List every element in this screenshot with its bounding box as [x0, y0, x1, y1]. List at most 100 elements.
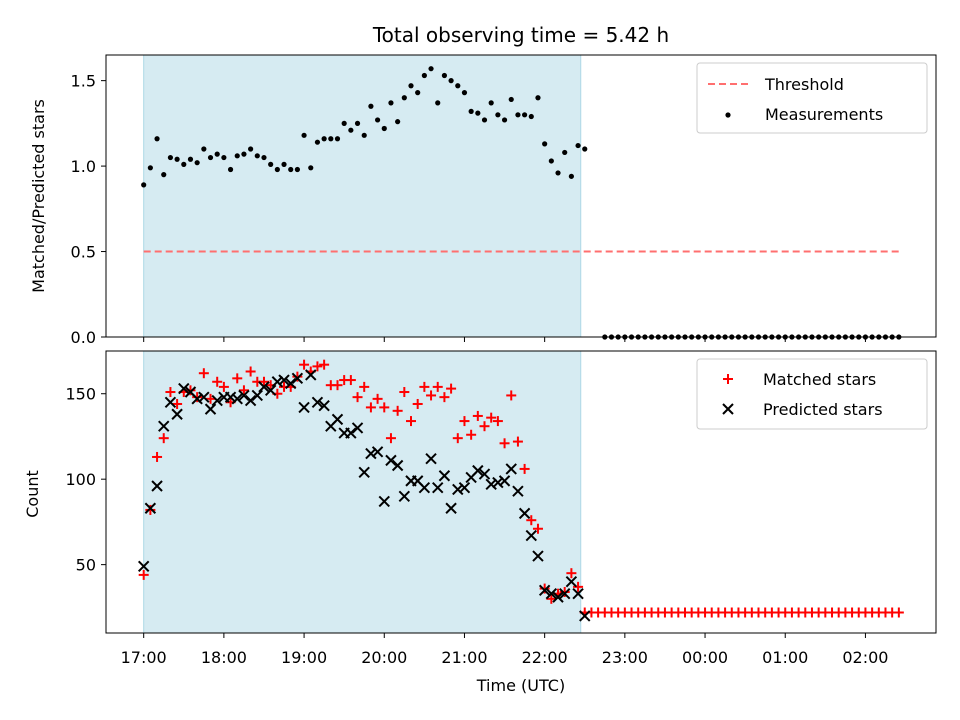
- top-panel: 0.0 0.5 1.0 1.5 Matched/Predicted stars Thr…: [29, 54, 937, 347]
- predicted-point: [244, 394, 257, 407]
- predicted-point-b: [198, 391, 210, 403]
- predicted-point: [472, 464, 484, 477]
- predicted-point-b: [545, 587, 558, 600]
- predicted-point: [191, 393, 203, 405]
- measurement-point: [207, 154, 214, 161]
- measurement-point: [201, 146, 207, 152]
- predicted-point: [351, 422, 364, 434]
- matched-point: [499, 438, 510, 449]
- predicted-point: [458, 482, 471, 494]
- measurement-point: [248, 146, 254, 152]
- predicted-point: [178, 382, 190, 395]
- bottom-y-tick-label: 50: [76, 556, 96, 575]
- predicted-point-b: [258, 381, 270, 393]
- predicted-point: [452, 483, 464, 496]
- x-axis-label: Time (UTC): [476, 676, 565, 695]
- predicted-point: [505, 463, 517, 475]
- matched-point: [573, 581, 584, 592]
- predicted-point-b: [184, 386, 197, 398]
- predicted-point-b: [137, 560, 150, 573]
- legend-predicted-glyph-b: [722, 403, 734, 415]
- matched-point: [492, 416, 503, 427]
- matched-point: [145, 504, 156, 515]
- top-y-tick-label: 0.5: [71, 243, 96, 262]
- measurement-point: [187, 156, 194, 162]
- measurement-point: [261, 154, 267, 161]
- predicted-point: [331, 413, 344, 426]
- measurement-point: [341, 120, 347, 126]
- matched-point: [245, 366, 256, 377]
- predicted-point: [251, 389, 264, 402]
- predicted-point: [378, 495, 390, 508]
- predicted-point-b: [178, 382, 190, 395]
- legend-matched-marker: [723, 374, 733, 384]
- top-axes-frame: [105, 54, 937, 338]
- predicted-point-b: [211, 394, 223, 407]
- predicted-point-b: [505, 463, 517, 475]
- predicted-point: [258, 381, 270, 393]
- matched-point: [479, 421, 490, 432]
- measurement-point: [501, 117, 508, 123]
- measurement-point: [435, 100, 441, 106]
- predicted-point-b: [144, 502, 157, 514]
- predicted-point: [498, 475, 511, 487]
- measurement-point: [241, 151, 247, 157]
- predicted-point-b: [452, 483, 464, 496]
- measurement-point: [575, 142, 581, 149]
- measurement-point: [308, 165, 314, 171]
- matched-point: [459, 416, 470, 427]
- predicted-point: [278, 374, 290, 386]
- bottom-y-tick-label: 150: [65, 385, 96, 404]
- predicted-point: [211, 394, 223, 407]
- measurement-point: [415, 90, 421, 96]
- predicted-point-b: [518, 507, 531, 520]
- matched-point: [439, 392, 450, 403]
- bottom-x-tick-label: 01:00: [762, 648, 808, 667]
- predicted-point: [438, 470, 451, 482]
- measurement-point: [515, 112, 521, 118]
- matched-point: [539, 583, 550, 594]
- measurement-point: [147, 165, 153, 171]
- predicted-point: [271, 376, 284, 388]
- matched-point: [406, 416, 417, 427]
- measurement-point: [542, 141, 548, 147]
- matched-point: [452, 433, 463, 444]
- matched-point: [392, 405, 403, 416]
- measurement-point: [381, 125, 387, 132]
- measurement-point: [274, 166, 280, 173]
- measurement-point: [221, 154, 227, 161]
- matched-point: [546, 593, 557, 604]
- predicted-point-b: [378, 495, 390, 508]
- predicted-point: [365, 447, 377, 460]
- matched-point: [152, 451, 163, 462]
- measurement-point: [455, 83, 461, 89]
- bottom-x-tick-label: 20:00: [361, 648, 407, 667]
- predicted-point-b: [411, 475, 424, 487]
- predicted-point: [525, 529, 537, 542]
- matched-point: [258, 376, 269, 387]
- measurement-point: [214, 151, 220, 157]
- matched-point: [319, 359, 330, 370]
- predicted-point: [391, 459, 404, 472]
- predicted-point-b: [432, 482, 444, 494]
- measurement-point: [301, 132, 307, 138]
- measurement-point: [268, 161, 274, 167]
- matched-point: [292, 371, 303, 382]
- measurement-point: [141, 182, 147, 188]
- matched-point: [232, 373, 243, 384]
- measurement-point: [395, 119, 401, 125]
- bottom-legend: Matched stars Predicted stars: [696, 358, 928, 430]
- matched-point: [486, 412, 497, 423]
- predicted-point: [565, 576, 578, 588]
- chart-title: Total observing time = 5.42 h: [372, 23, 669, 47]
- predicted-point: [291, 372, 304, 385]
- predicted-point: [144, 502, 157, 514]
- measurement-point: [488, 100, 494, 106]
- predicted-point: [231, 393, 243, 405]
- predicted-point-b: [472, 464, 484, 477]
- predicted-point-b: [498, 475, 511, 487]
- legend-measurements-marker: [725, 112, 731, 118]
- matched-point: [519, 463, 530, 474]
- matched-point: [238, 385, 249, 396]
- predicted-point-b: [418, 482, 431, 494]
